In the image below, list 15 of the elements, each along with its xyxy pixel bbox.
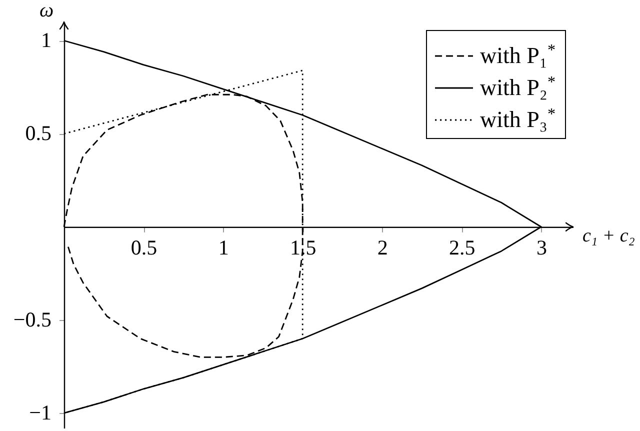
legend-label: with P₁$^{*}$: [480, 42, 556, 68]
y-axis-title: ω: [39, 0, 54, 22]
x-axis-title: c₁ + c₂: [582, 225, 636, 246]
x-tick-label: 3: [536, 235, 547, 260]
x-tick-label: 2.5: [449, 235, 476, 260]
y-tick-label: 0.5: [25, 121, 52, 146]
y-tick-label: −1: [29, 400, 52, 425]
x-tick-label: 1.5: [290, 235, 316, 260]
legend-label: with P₂$^{*}$: [480, 74, 556, 100]
x-tick-label: 2: [377, 235, 388, 260]
y-tick-label: −0.5: [13, 307, 52, 332]
y-tick-label: 1: [41, 28, 52, 52]
legend-label: with P₃$^{*}$: [480, 106, 556, 132]
x-tick-label: 1: [218, 235, 229, 260]
x-tick-label: 0.5: [130, 235, 158, 260]
